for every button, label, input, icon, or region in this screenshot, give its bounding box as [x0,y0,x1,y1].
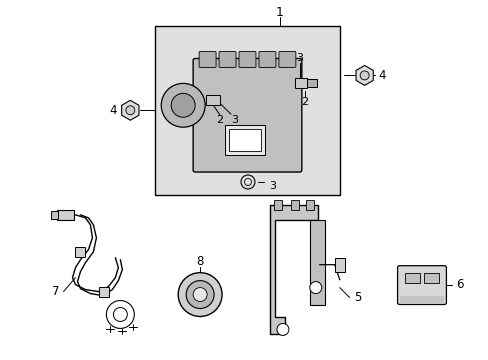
Polygon shape [122,100,139,120]
Bar [334,258,344,272]
Text: 5: 5 [353,291,361,304]
Circle shape [276,323,288,336]
Circle shape [171,93,195,117]
Text: 3: 3 [296,54,303,63]
Polygon shape [309,220,324,305]
Text: 1: 1 [275,6,283,19]
Bar [155,26,339,195]
Text: 2: 2 [216,115,223,125]
Text: 4: 4 [378,69,386,82]
FancyBboxPatch shape [259,51,275,67]
Circle shape [193,288,207,302]
Bar [424,273,439,283]
Circle shape [186,280,214,309]
FancyBboxPatch shape [193,58,301,172]
FancyBboxPatch shape [219,51,236,67]
Bar [205,95,220,105]
Bar [57,210,74,220]
Polygon shape [355,66,372,85]
Bar [273,200,281,210]
Bar [290,200,298,210]
Circle shape [178,273,222,316]
Bar [305,200,313,210]
Bar [294,78,306,88]
FancyBboxPatch shape [239,51,255,67]
Bar [228,129,261,151]
Polygon shape [269,205,317,334]
FancyBboxPatch shape [397,266,446,305]
Bar [404,273,419,283]
Text: 7: 7 [52,285,59,298]
Bar [50,211,58,219]
Circle shape [360,71,368,80]
Text: 8: 8 [196,255,203,268]
Bar [75,247,85,257]
Circle shape [125,106,135,115]
FancyBboxPatch shape [278,51,295,67]
Text: 3: 3 [269,181,276,191]
FancyBboxPatch shape [199,51,216,67]
Circle shape [161,84,204,127]
Bar [399,296,444,302]
Text: 6: 6 [455,278,462,291]
Bar [306,80,316,87]
Bar [224,125,264,155]
Text: 4: 4 [109,104,117,117]
Bar [99,287,109,297]
Circle shape [309,282,321,293]
Text: 2: 2 [301,97,308,107]
Text: 3: 3 [231,115,238,125]
